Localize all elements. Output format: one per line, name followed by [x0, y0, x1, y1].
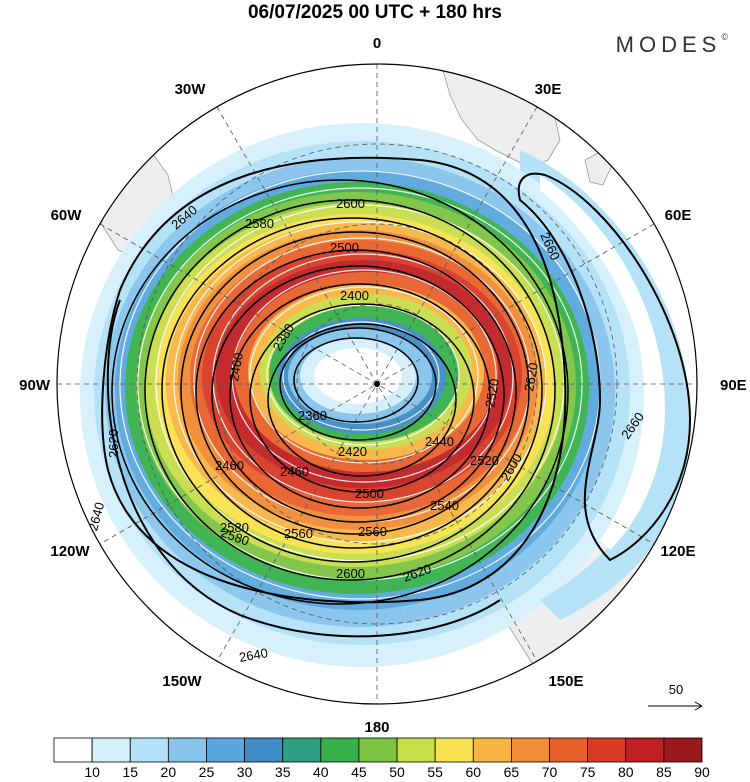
colorbar-tick-label: 55: [427, 764, 443, 780]
lon-label-60w: 60W: [51, 207, 83, 224]
contour-label: 2400: [340, 288, 369, 303]
colorbar-swatch: [282, 737, 322, 763]
colorbar-swatch: [320, 737, 360, 763]
colorbar-swatch: [53, 737, 93, 763]
contour-label: 2560: [284, 526, 313, 541]
contour-label: 2500: [355, 486, 384, 501]
contour-label: 2440: [425, 434, 454, 449]
contour-label: 2460: [215, 458, 244, 473]
contour-label: 2420: [338, 444, 367, 459]
reference-vector: 50: [648, 682, 703, 711]
colorbar-tick-label: 35: [274, 764, 291, 780]
colorbar-tick-label: 80: [617, 764, 634, 780]
colorbar-tick-label: 60: [465, 764, 482, 780]
colorbar-swatch: [587, 737, 627, 763]
lon-label-90e: 90E: [720, 377, 747, 394]
contour-label: 2620: [106, 429, 121, 458]
lon-label-150w: 150W: [162, 673, 202, 690]
contour-label: 2640: [85, 501, 107, 533]
colorbar-swatch: [129, 737, 169, 763]
colorbar-swatch: [91, 737, 131, 763]
contour-label: 2560: [358, 524, 387, 539]
colorbar-swatch: [167, 737, 207, 763]
colorbar-tick-label: 90: [694, 764, 710, 780]
colorbar: [53, 737, 703, 763]
colorbar-tick-label: 40: [313, 764, 329, 780]
colorbar-swatch: [206, 737, 245, 763]
colorbar-swatch: [549, 737, 589, 763]
contour-label: 2520: [470, 453, 499, 468]
contour-label: 2640: [238, 645, 269, 665]
longitude-labels: 0 30E 60E 90E 120E 150E 180 150W 120W 90…: [19, 35, 747, 736]
contour-label: 2580: [220, 520, 249, 535]
contour-label: 2540: [430, 498, 459, 513]
height-contours: [101, 156, 692, 638]
lon-label-180: 180: [364, 719, 389, 736]
contour-label: 2600: [336, 566, 365, 581]
contour-label: 2600: [336, 196, 365, 211]
south-pole-marker: [374, 381, 380, 387]
contour-label: 2520: [482, 377, 502, 408]
colorbar-swatch: [358, 737, 398, 763]
lon-label-120w: 120W: [50, 543, 90, 560]
colorbar-swatch: [511, 737, 550, 763]
colorbar-tick-label: 85: [656, 764, 672, 780]
colorbar-swatch: [472, 737, 512, 763]
colorbar-swatch: [396, 737, 436, 763]
lon-label-60e: 60E: [665, 207, 692, 224]
colorbar-swatch: [434, 737, 474, 763]
colorbar-tick-label: 30: [236, 764, 253, 780]
contour-label: 2620: [521, 361, 541, 392]
map-boundary: [56, 63, 698, 705]
colorbar-tick-label: 75: [579, 764, 596, 780]
contour-label: 2460: [226, 351, 246, 382]
contour-label: 2580: [245, 216, 274, 231]
reference-vector-label: 50: [669, 682, 683, 697]
lon-label-30w: 30W: [175, 81, 207, 98]
colorbar-swatch: [244, 737, 284, 763]
colorbar-tick-label: 20: [160, 764, 177, 780]
colorbar-tick-label: 45: [351, 764, 367, 780]
contour-label: 2360: [298, 408, 327, 423]
map-title: 06/07/2025 00 UTC + 180 hrs: [247, 2, 503, 23]
colorbar-tick-label: 25: [198, 764, 215, 780]
colorbar-swatch: [625, 737, 665, 763]
colorbar-tick-label: 10: [84, 764, 100, 780]
lon-label-90w: 90W: [19, 377, 51, 394]
colorbar-tick-label: 65: [503, 764, 520, 780]
lon-label-30e: 30E: [535, 81, 562, 98]
contour-label: 2500: [330, 240, 359, 255]
contour-label: 2460: [280, 464, 309, 479]
lon-label-150e: 150E: [548, 673, 583, 690]
reference-arrow-head: [694, 701, 703, 711]
lon-label-0: 0: [373, 35, 381, 52]
brand-logo: MODES©: [615, 31, 728, 57]
colorbar-tick-label: 15: [122, 764, 139, 780]
colorbar-tick-label: 70: [541, 764, 558, 780]
colorbar-tick-label: 50: [389, 764, 405, 780]
lon-label-120e: 120E: [660, 543, 695, 560]
colorbar-swatch: [663, 737, 703, 763]
